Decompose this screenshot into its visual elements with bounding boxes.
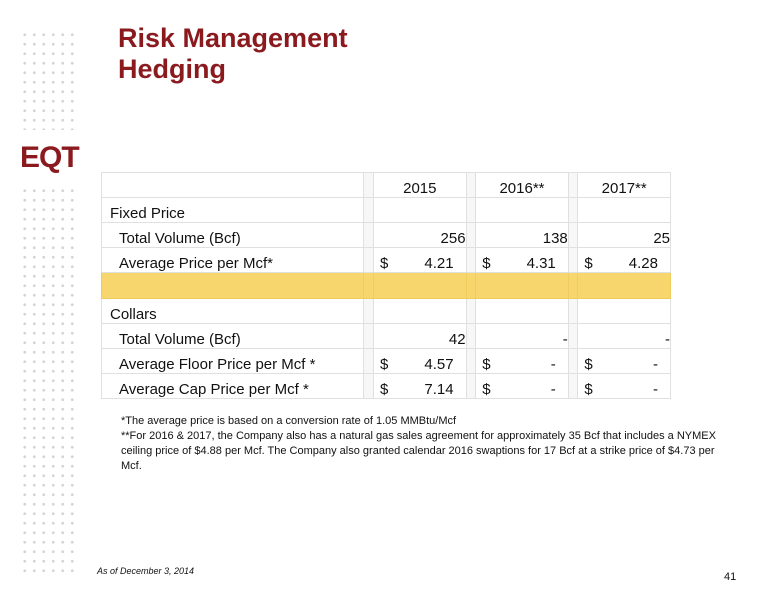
currency-symbol: $	[380, 356, 389, 373]
currency-symbol: $	[482, 356, 491, 373]
currency-symbol: $	[482, 381, 491, 398]
table-row: Average Price per Mcf* $4.21 $4.31 $4.28	[100, 247, 671, 273]
currency-symbol: $	[380, 381, 389, 398]
hedging-table: 2015 2016** 2017** Fixed Price Total Vol…	[100, 172, 671, 399]
header-blank-cell	[100, 172, 365, 198]
page-title: Risk Management Hedging	[118, 23, 348, 85]
row-label: Total Volume (Bcf)	[100, 222, 365, 248]
footnote-2: **For 2016 & 2017, the Company also has …	[121, 430, 716, 472]
currency-symbol: $	[584, 381, 593, 398]
currency-symbol: $	[482, 255, 491, 272]
row-label: Average Price per Mcf*	[100, 247, 365, 273]
currency-symbol: $	[380, 255, 389, 272]
cell-value: 4.31	[526, 255, 556, 272]
table-row: Average Cap Price per Mcf * $7.14 $ - $ -	[100, 373, 671, 399]
row-label: Total Volume (Bcf)	[100, 323, 365, 349]
as-of-date: As of December 3, 2014	[97, 566, 195, 576]
table-row: Collars	[100, 298, 671, 324]
table-row: Average Floor Price per Mcf * $4.57 $ - $…	[100, 348, 671, 374]
page-number: 41	[724, 571, 737, 583]
footnote-1: *The average price is based on a convers…	[121, 415, 457, 427]
cell-value: -	[653, 356, 658, 373]
cell-value: 25	[577, 222, 671, 248]
cell-value: 4.28	[628, 255, 658, 272]
decorative-dot-grid-bottom	[20, 186, 78, 578]
fixed-price-section-label: Fixed Price	[100, 197, 365, 223]
row-label: Average Cap Price per Mcf *	[100, 373, 365, 399]
table-row: Fixed Price	[100, 197, 671, 223]
cell-value: 42	[373, 323, 467, 349]
header-2015: 2015	[373, 172, 467, 198]
title-line-2: Hedging	[118, 54, 226, 84]
eqt-logo: EQT	[20, 141, 80, 174]
header-2017: 2017**	[577, 172, 671, 198]
table-row: Total Volume (Bcf) 256 138 25	[100, 222, 671, 248]
eqt-logo-text: EQT	[20, 141, 79, 174]
separator-row	[100, 272, 671, 299]
cell-value: 7.14	[424, 381, 454, 398]
cell-value: -	[475, 323, 569, 349]
header-2016: 2016**	[475, 172, 569, 198]
cell-value: -	[550, 381, 556, 398]
row-label: Average Floor Price per Mcf *	[100, 348, 365, 374]
collars-section-label: Collars	[100, 298, 365, 324]
cell-value: 4.21	[424, 255, 454, 272]
cell-value: -	[653, 381, 658, 398]
decorative-dot-grid-top	[20, 30, 78, 130]
cell-value: 138	[475, 222, 569, 248]
cell-value: -	[550, 356, 556, 373]
table-header-row: 2015 2016** 2017**	[100, 172, 671, 198]
title-line-1: Risk Management	[118, 23, 348, 53]
cell-value: -	[577, 323, 671, 349]
cell-value: 4.57	[424, 356, 454, 373]
footnotes: *The average price is based on a convers…	[121, 414, 721, 474]
currency-symbol: $	[584, 255, 593, 272]
currency-symbol: $	[584, 356, 593, 373]
table-row: Total Volume (Bcf) 42 - -	[100, 323, 671, 349]
cell-value: 256	[373, 222, 467, 248]
